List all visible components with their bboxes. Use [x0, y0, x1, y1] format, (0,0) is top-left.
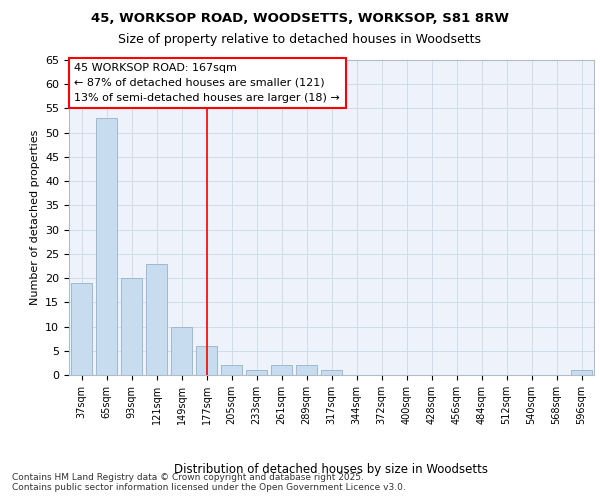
Bar: [196, 346, 217, 375]
Bar: [296, 366, 317, 375]
Bar: [146, 264, 167, 375]
Y-axis label: Number of detached properties: Number of detached properties: [29, 130, 40, 305]
Bar: [121, 278, 142, 375]
Bar: [271, 366, 292, 375]
X-axis label: Distribution of detached houses by size in Woodsetts: Distribution of detached houses by size …: [175, 463, 488, 476]
Bar: [71, 283, 92, 375]
Text: Size of property relative to detached houses in Woodsetts: Size of property relative to detached ho…: [119, 32, 482, 46]
Bar: [96, 118, 117, 375]
Text: 45, WORKSOP ROAD, WOODSETTS, WORKSOP, S81 8RW: 45, WORKSOP ROAD, WOODSETTS, WORKSOP, S8…: [91, 12, 509, 26]
Bar: [321, 370, 342, 375]
Bar: [246, 370, 267, 375]
Text: 45 WORKSOP ROAD: 167sqm
← 87% of detached houses are smaller (121)
13% of semi-d: 45 WORKSOP ROAD: 167sqm ← 87% of detache…: [74, 63, 340, 103]
Bar: [571, 370, 592, 375]
Bar: [171, 326, 192, 375]
Text: Contains HM Land Registry data © Crown copyright and database right 2025.
Contai: Contains HM Land Registry data © Crown c…: [12, 472, 406, 492]
Bar: [221, 366, 242, 375]
